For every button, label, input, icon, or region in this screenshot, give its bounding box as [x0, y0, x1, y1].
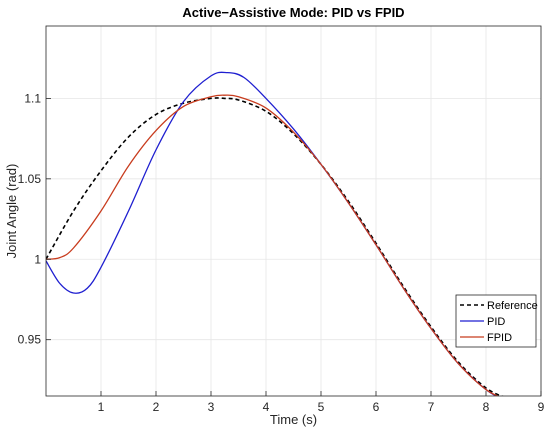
series-layer — [46, 71, 504, 396]
y-tick-label: 1.1 — [24, 91, 41, 105]
legend-label-pid: PID — [487, 316, 505, 328]
x-tick-label: 8 — [483, 400, 490, 414]
chart-title: Active−Assistive Mode: PID vs FPID — [182, 5, 404, 20]
x-axis-label: Time (s) — [270, 412, 317, 427]
y-tick-label: 1 — [34, 252, 41, 266]
x-tick-label: 5 — [318, 400, 325, 414]
x-tick-label: 2 — [153, 400, 160, 414]
x-tick-label: 9 — [538, 400, 545, 414]
x-tick-label: 3 — [208, 400, 215, 414]
x-tick-label: 4 — [263, 400, 270, 414]
x-tick-label: 6 — [373, 400, 380, 414]
x-tick-label: 7 — [428, 400, 435, 414]
legend: Reference PID FPID — [455, 294, 538, 348]
series-line-reference — [46, 97, 504, 396]
y-tick-label: 0.95 — [18, 333, 42, 347]
legend-label-reference: Reference — [487, 300, 538, 312]
y-tick-label: 1.05 — [18, 172, 42, 186]
axes-box — [45, 25, 542, 397]
x-tick-label: 1 — [98, 400, 105, 414]
legend-label-fpid: FPID — [487, 332, 512, 344]
tick-layer: 1 2 3 4 5 6 7 8 9 0.95 1 1.05 1.1 — [18, 91, 545, 414]
y-axis-label: Joint Angle (rad) — [4, 164, 19, 259]
series-line-fpid — [46, 94, 500, 396]
